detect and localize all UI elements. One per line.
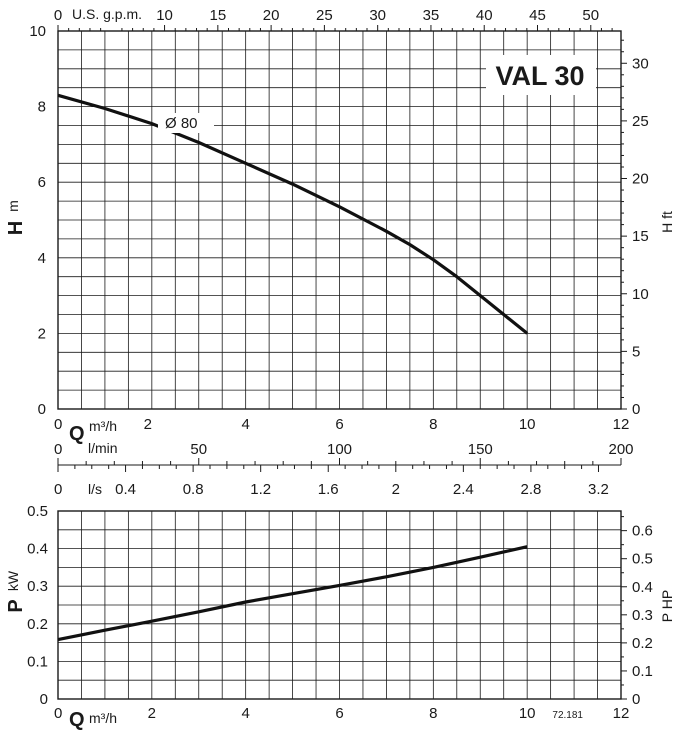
head-y-axis-letter: H: [5, 221, 27, 235]
power-y-axis-letter: P: [5, 599, 27, 612]
gpm-tick-label: 0: [54, 7, 62, 24]
power-y-tick-label: 0.4: [27, 541, 48, 558]
ls-tick-label: 0.8: [183, 481, 204, 498]
gpm-tick-label: 50: [582, 7, 599, 24]
head-x-axis-letter: Q: [69, 423, 85, 445]
gpm-tick-label: 35: [423, 7, 440, 24]
chart-title: VAL 30: [495, 61, 584, 91]
head-y-tick-label: 4: [38, 250, 46, 267]
head-x-tick-label: 6: [335, 416, 343, 433]
conversion-scales: 0 50 100 150 200 l/min 0 0.4 0.8 1.2 1.6 2 2.4 2.8 3.2…: [54, 440, 634, 498]
head-y2-tick-label: 15: [632, 228, 649, 245]
gpm-tick-label: 25: [316, 7, 333, 24]
power-x-tick-label: 0: [54, 705, 62, 722]
power-y-axis-unit: kW: [5, 570, 21, 591]
head-y-axis-unit: m: [5, 200, 21, 212]
head-y-tick-label: 10: [29, 23, 46, 40]
title-background: [486, 55, 596, 95]
lmin-tick-label: 200: [608, 441, 633, 458]
lmin-tick-label: 0: [54, 441, 62, 458]
ls-scale-label: l/s: [88, 481, 102, 497]
gpm-tick-label: 15: [209, 7, 226, 24]
head-y-tick-label: 6: [38, 174, 46, 191]
power-y2-tick-label: 0.6: [632, 523, 653, 540]
gpm-tick-label: 20: [263, 7, 280, 24]
power-y2-tick-label: 0.3: [632, 607, 653, 624]
power-x-tick-label: 4: [241, 705, 249, 722]
power-x-tick-label: 10: [519, 705, 536, 722]
power-chart-curve: [57, 545, 528, 642]
ls-tick-label: 1.6: [318, 481, 339, 498]
ls-tick-label: 0: [54, 481, 62, 498]
ls-tick-label: 3.2: [588, 481, 609, 498]
gpm-tick-label: 45: [529, 7, 546, 24]
head-y2-tick-label: 30: [632, 55, 649, 72]
power-chart-frame: [57, 510, 622, 700]
power-y2-axis-label: P HP: [659, 590, 675, 622]
lmin-scale-label: l/min: [88, 440, 118, 456]
head-y2-tick-label: 25: [632, 113, 649, 130]
lmin-tick-label: 100: [327, 441, 352, 458]
series-label-background: [158, 113, 214, 133]
series-label-d80: Ø 80: [165, 115, 198, 132]
power-y2-tick-label: 0.5: [632, 551, 653, 568]
power-x-axis-unit: m³/h: [89, 710, 117, 726]
head-y-tick-label: 8: [38, 99, 46, 116]
head-x-tick-label: 10: [519, 416, 536, 433]
ls-tick-label: 0.4: [115, 481, 136, 498]
head-chart-labels: 0 2 4 6 8 10 0 5 10 15 20 25 30 0 2 4 6 8 10 12 Q m³/h 0 10 15 20…: [5, 6, 675, 445]
head-x-tick-label: 2: [144, 416, 152, 433]
gpm-tick-label: 10: [156, 7, 173, 24]
head-x-axis-unit: m³/h: [89, 418, 117, 434]
head-x-tick-label: 0: [54, 416, 62, 433]
power-x-tick-label: 12: [613, 705, 630, 722]
head-y-tick-label: 2: [38, 325, 46, 342]
gpm-tick-label: 40: [476, 7, 493, 24]
head-y-tick-label: 0: [38, 401, 46, 418]
ls-tick-label: 1.2: [250, 481, 271, 498]
power-y2-tick-label: 0.4: [632, 579, 653, 596]
head-y2-tick-label: 10: [632, 286, 649, 303]
power-y-tick-label: 0.1: [27, 653, 48, 670]
power-chart-grid: [57, 510, 622, 700]
head-y2-tick-label: 0: [632, 401, 640, 418]
gpm-tick-label: 30: [369, 7, 386, 24]
lmin-tick-label: 150: [468, 441, 493, 458]
head-y2-axis-label: H ft: [659, 211, 675, 233]
ls-tick-label: 2.8: [520, 481, 541, 498]
power-y2-tick-label: 0: [632, 691, 640, 708]
head-x-tick-label: 8: [429, 416, 437, 433]
power-curve: [57, 545, 528, 642]
ls-tick-label: 2.4: [453, 481, 474, 498]
power-y-tick-label: 0.5: [27, 503, 48, 520]
power-y2-tick-label: 0.2: [632, 635, 653, 652]
power-y-tick-label: 0.2: [27, 616, 48, 633]
power-x-tick-label: 2: [148, 705, 156, 722]
ls-tick-label: 2: [392, 481, 400, 498]
head-chart-frame: [57, 30, 622, 410]
head-x-tick-label: 12: [613, 416, 630, 433]
power-y-tick-label: 0: [40, 691, 48, 708]
head-x-tick-label: 4: [241, 416, 249, 433]
power-x-tick-label: 6: [335, 705, 343, 722]
power-chart-labels: 0 0.1 0.2 0.3 0.4 0.5 0 0.1 0.2 0.3 0.4 0.5 0.6 0 2 4 6 8…: [5, 503, 675, 731]
power-y2-tick-label: 0.1: [632, 663, 653, 680]
power-x-axis-letter: Q: [69, 709, 85, 731]
power-x-tick-label: 8: [429, 705, 437, 722]
head-y2-tick-label: 5: [632, 343, 640, 360]
lmin-tick-label: 50: [190, 441, 207, 458]
gpm-axis-label: U.S. g.p.m.: [72, 6, 142, 22]
head-y2-tick-label: 20: [632, 171, 649, 188]
chart-reference-code: 72.181: [552, 710, 583, 721]
head-chart-grid: [57, 30, 622, 410]
power-y-tick-label: 0.3: [27, 578, 48, 595]
